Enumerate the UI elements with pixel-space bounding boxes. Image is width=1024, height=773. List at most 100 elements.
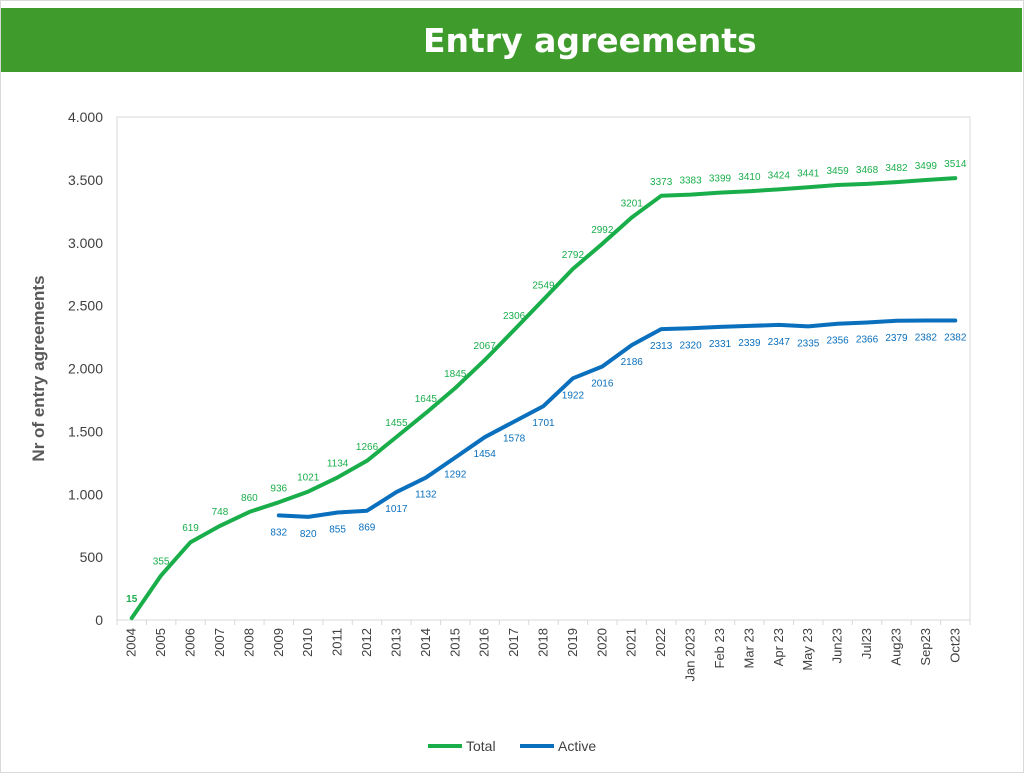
y-tick-label: 3.500 [68, 172, 103, 188]
data-label-active: 1132 [415, 490, 437, 501]
chart-title: Entry agreements [423, 21, 757, 60]
x-tick-label: 2009 [271, 628, 286, 657]
x-tick-label: 2008 [241, 628, 256, 657]
plot-area-border [116, 116, 971, 621]
x-tick-label: 2020 [594, 628, 609, 657]
data-label-total: 1021 [297, 473, 320, 484]
data-label-active: 2339 [738, 338, 761, 349]
data-label-total: 15 [126, 594, 138, 605]
data-label-total: 3499 [915, 161, 938, 172]
y-axis-label: Nr of entry agreements [29, 275, 48, 461]
data-label-active: 2379 [885, 333, 908, 344]
data-label-total: 2992 [591, 225, 614, 236]
x-tick-label: 2012 [359, 628, 374, 657]
x-tick-label: 2010 [300, 628, 315, 657]
x-tick-label: Jul23 [859, 628, 874, 659]
x-tick-label: 2005 [153, 628, 168, 657]
data-label-total: 1455 [385, 418, 408, 429]
data-label-total: 3201 [621, 198, 644, 209]
x-tick-label: Sep23 [918, 628, 933, 666]
x-tick-label: Apr 23 [771, 628, 786, 666]
x-tick-label: 2011 [330, 628, 345, 656]
data-label-total: 3424 [768, 170, 791, 181]
data-label-active: 832 [270, 527, 287, 538]
x-tick-label: 2013 [388, 628, 403, 657]
x-tick-label: Feb 23 [712, 628, 727, 668]
data-label-active: 1454 [474, 449, 497, 460]
y-tick-label: 1.500 [68, 423, 103, 439]
data-label-active: 2335 [797, 338, 820, 349]
y-tick-label: 500 [80, 549, 104, 565]
x-tick-label: Aug23 [888, 628, 903, 666]
data-label-total: 3459 [827, 166, 850, 177]
y-tick-label: 2.500 [68, 298, 103, 314]
data-label-active: 1292 [444, 470, 467, 481]
data-label-active: 2347 [768, 337, 791, 348]
data-label-total: 3410 [738, 172, 761, 183]
data-label-total: 3399 [709, 174, 732, 185]
data-label-total: 3441 [797, 168, 820, 179]
x-tick-label: Oct23 [947, 628, 962, 663]
data-label-total: 3482 [885, 163, 908, 174]
data-label-total: 3373 [650, 177, 673, 188]
y-tick-label: 0 [95, 612, 103, 628]
data-label-active: 855 [329, 524, 346, 535]
series-line-total [129, 176, 958, 621]
data-label-active: 869 [359, 523, 376, 534]
series-line-active [276, 318, 958, 519]
data-label-active: 2366 [856, 334, 879, 345]
x-tick-label: 2018 [536, 628, 551, 657]
x-tick-label: 2015 [447, 628, 462, 657]
x-tick-label: Jun23 [830, 628, 845, 663]
data-label-total: 2549 [532, 280, 555, 291]
x-tick-label: 2007 [212, 628, 227, 657]
data-label-total: 3514 [944, 159, 967, 170]
legend-label-active: Active [558, 738, 596, 754]
legend-label-total: Total [466, 738, 496, 754]
y-tick-label: 2.000 [68, 361, 103, 377]
data-label-active: 1017 [385, 504, 408, 515]
data-label-active: 1701 [532, 418, 555, 429]
x-tick-label: May 23 [800, 628, 815, 671]
data-label-total: 2067 [474, 341, 497, 352]
x-tick-label: 2016 [477, 628, 492, 657]
x-tick-label: 2019 [565, 628, 580, 657]
data-label-active: 2382 [944, 332, 967, 343]
y-tick-label: 1.000 [68, 486, 103, 502]
data-label-total: 748 [212, 507, 229, 518]
data-label-total: 3383 [679, 176, 702, 187]
data-label-total: 1845 [444, 369, 467, 380]
data-label-active: 2186 [621, 357, 644, 368]
x-tick-label: 2006 [183, 628, 198, 657]
data-label-active: 1578 [503, 434, 526, 445]
data-label-total: 619 [182, 523, 199, 534]
data-label-total: 860 [241, 493, 258, 504]
x-tick-label: 2021 [624, 628, 639, 657]
data-label-active: 2382 [915, 332, 938, 343]
data-label-total: 2792 [562, 250, 585, 261]
x-tick-label: 2014 [418, 628, 433, 657]
data-label-total: 1645 [415, 394, 438, 405]
data-label-total: 2306 [503, 311, 526, 322]
x-tick-label: Jan 2023 [683, 628, 698, 682]
data-label-total: 1134 [327, 458, 349, 469]
x-tick-label: 2017 [506, 628, 521, 657]
data-label-active: 2331 [709, 339, 732, 350]
data-label-active: 2016 [591, 378, 614, 389]
x-tick-label: Mar 23 [741, 628, 756, 668]
data-label-total: 1266 [356, 442, 379, 453]
data-label-active: 2320 [679, 340, 702, 351]
data-label-total: 3468 [856, 165, 879, 176]
y-tick-label: 4.000 [68, 109, 103, 125]
x-tick-label: 2004 [124, 628, 139, 657]
y-tick-label: 3.000 [68, 235, 103, 251]
data-label-active: 1922 [562, 390, 585, 401]
data-label-active: 2356 [827, 336, 850, 347]
title-banner: Entry agreements [1, 8, 1022, 72]
data-label-total: 936 [270, 483, 287, 494]
data-label-active: 820 [300, 529, 317, 540]
data-label-active: 2313 [650, 341, 673, 352]
x-tick-label: 2022 [653, 628, 668, 657]
